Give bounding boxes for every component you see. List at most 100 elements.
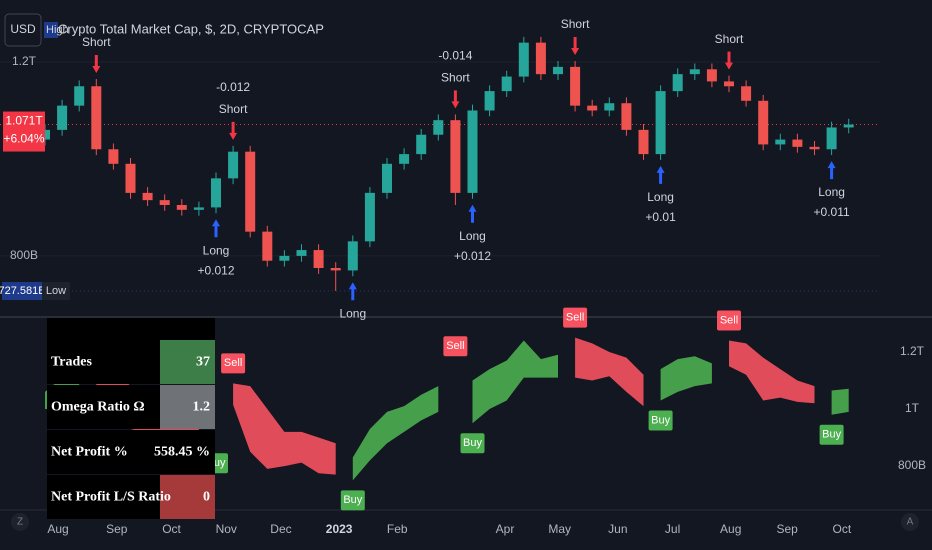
buy-badge <box>340 490 365 511</box>
candle-body <box>193 207 204 210</box>
auto-icon[interactable]: A <box>907 517 914 528</box>
currency[interactable]: USD <box>10 22 36 36</box>
candle-body <box>501 76 512 92</box>
buy-badge <box>460 433 485 454</box>
candle-body <box>279 255 290 261</box>
x-tick-label: Sep <box>776 522 798 536</box>
table-top-row <box>47 318 215 340</box>
x-tick-label: 2023 <box>326 522 353 536</box>
y-tick-label: 1T <box>905 401 920 415</box>
auto-scale-button[interactable] <box>901 513 919 531</box>
sell-label: Sell <box>446 340 464 352</box>
table-value-cell <box>160 430 215 474</box>
signal-value: +0.011 <box>814 205 850 219</box>
plot-layer: 1.2T 800B Aug Sep Oct Nov Dec 2023 Feb Apr May Jun J… <box>0 17 926 536</box>
table-value: 558.45 % <box>154 445 210 460</box>
candle-body <box>313 250 324 268</box>
candle-body <box>450 120 461 193</box>
candle-body <box>433 120 444 135</box>
x-tick-label: Nov <box>216 522 237 536</box>
candle-body <box>587 105 598 111</box>
sell-badge <box>443 336 468 357</box>
long-arrow <box>827 161 836 180</box>
table-label-cell <box>47 430 160 474</box>
candle-body <box>775 139 786 145</box>
x-tick-label: Sep <box>106 522 128 536</box>
candle-body <box>843 124 854 128</box>
buy-label: Buy <box>463 437 482 449</box>
candle-body <box>809 146 820 150</box>
sell-label: Sell <box>224 357 242 369</box>
table-label-cell <box>47 475 160 519</box>
candle-body <box>74 86 85 106</box>
signal-label: Short <box>82 35 111 49</box>
signal-value: +0.012 <box>197 263 234 277</box>
buy-badge <box>819 424 844 445</box>
table-value: 37 <box>196 355 210 370</box>
table-label: Net Profit % <box>51 445 128 460</box>
x-tick-label: Dec <box>270 522 291 536</box>
candle-body <box>604 103 615 111</box>
candle-body <box>484 91 495 111</box>
candle-body <box>330 267 341 271</box>
candle-body <box>672 74 683 92</box>
table-label-cell <box>47 340 160 384</box>
low-name: Low <box>46 285 66 297</box>
signal-label: Short <box>441 71 470 85</box>
candle-body <box>638 129 649 155</box>
table-value: 1.2 <box>193 400 211 415</box>
table-value-cell <box>160 475 215 519</box>
long-arrow <box>656 165 665 184</box>
candle-body <box>245 151 256 232</box>
signal-label: Short <box>219 102 248 116</box>
zoom-icon[interactable]: Z <box>17 517 23 528</box>
candle-body <box>621 103 632 130</box>
candle-body <box>706 69 717 82</box>
x-tick-label: Aug <box>720 522 741 536</box>
candle-body <box>125 163 136 193</box>
candle-body <box>689 69 700 75</box>
candle-body <box>228 151 239 179</box>
candle-body <box>758 100 769 145</box>
table-label: Omega Ratio Ω <box>51 400 145 415</box>
candle-body <box>518 42 529 77</box>
long-arrow <box>348 282 357 301</box>
long-arrow <box>468 204 477 223</box>
table-value: 0 <box>203 490 210 505</box>
x-tick-label: Oct <box>833 522 852 536</box>
long-arrow <box>212 219 220 238</box>
sell-badge <box>221 353 246 374</box>
short-arrow <box>451 90 460 109</box>
candle-body <box>655 91 666 155</box>
signal-label: Long <box>647 190 674 204</box>
table-label: Trades <box>51 355 93 370</box>
short-arrow <box>92 54 101 73</box>
table-value-cell <box>160 340 215 384</box>
last-price-badge <box>3 111 45 152</box>
candle-body <box>364 192 375 242</box>
candle-body <box>91 86 102 150</box>
sell-label: Sell <box>566 312 584 324</box>
zoom-button[interactable] <box>11 513 29 531</box>
sell-label: Sell <box>720 314 738 326</box>
sell-badge <box>717 310 741 331</box>
scale-mode[interactable]: High <box>46 24 69 36</box>
low-name-badge <box>42 281 70 300</box>
buy-label: Buy <box>822 429 841 441</box>
x-tick-label: Oct <box>162 522 181 536</box>
candle-body <box>724 81 734 87</box>
signal-label: Short <box>561 17 590 31</box>
low-value: 727.581B <box>0 285 46 297</box>
chart-title: Crypto Total Market Cap, $, 2D, CRYPTOCA… <box>58 21 324 36</box>
table-label-cell <box>47 385 160 429</box>
scale-mode-badge[interactable] <box>44 22 58 38</box>
currency-button[interactable] <box>4 13 42 47</box>
signal-value: -0.012 <box>216 80 250 94</box>
signal-label: Short <box>715 32 744 46</box>
candle-body <box>57 105 68 130</box>
low-badge <box>2 281 42 300</box>
candle-body <box>792 139 803 147</box>
y-tick-label: 1.2T <box>12 54 37 68</box>
signal-label: Long <box>818 185 845 199</box>
